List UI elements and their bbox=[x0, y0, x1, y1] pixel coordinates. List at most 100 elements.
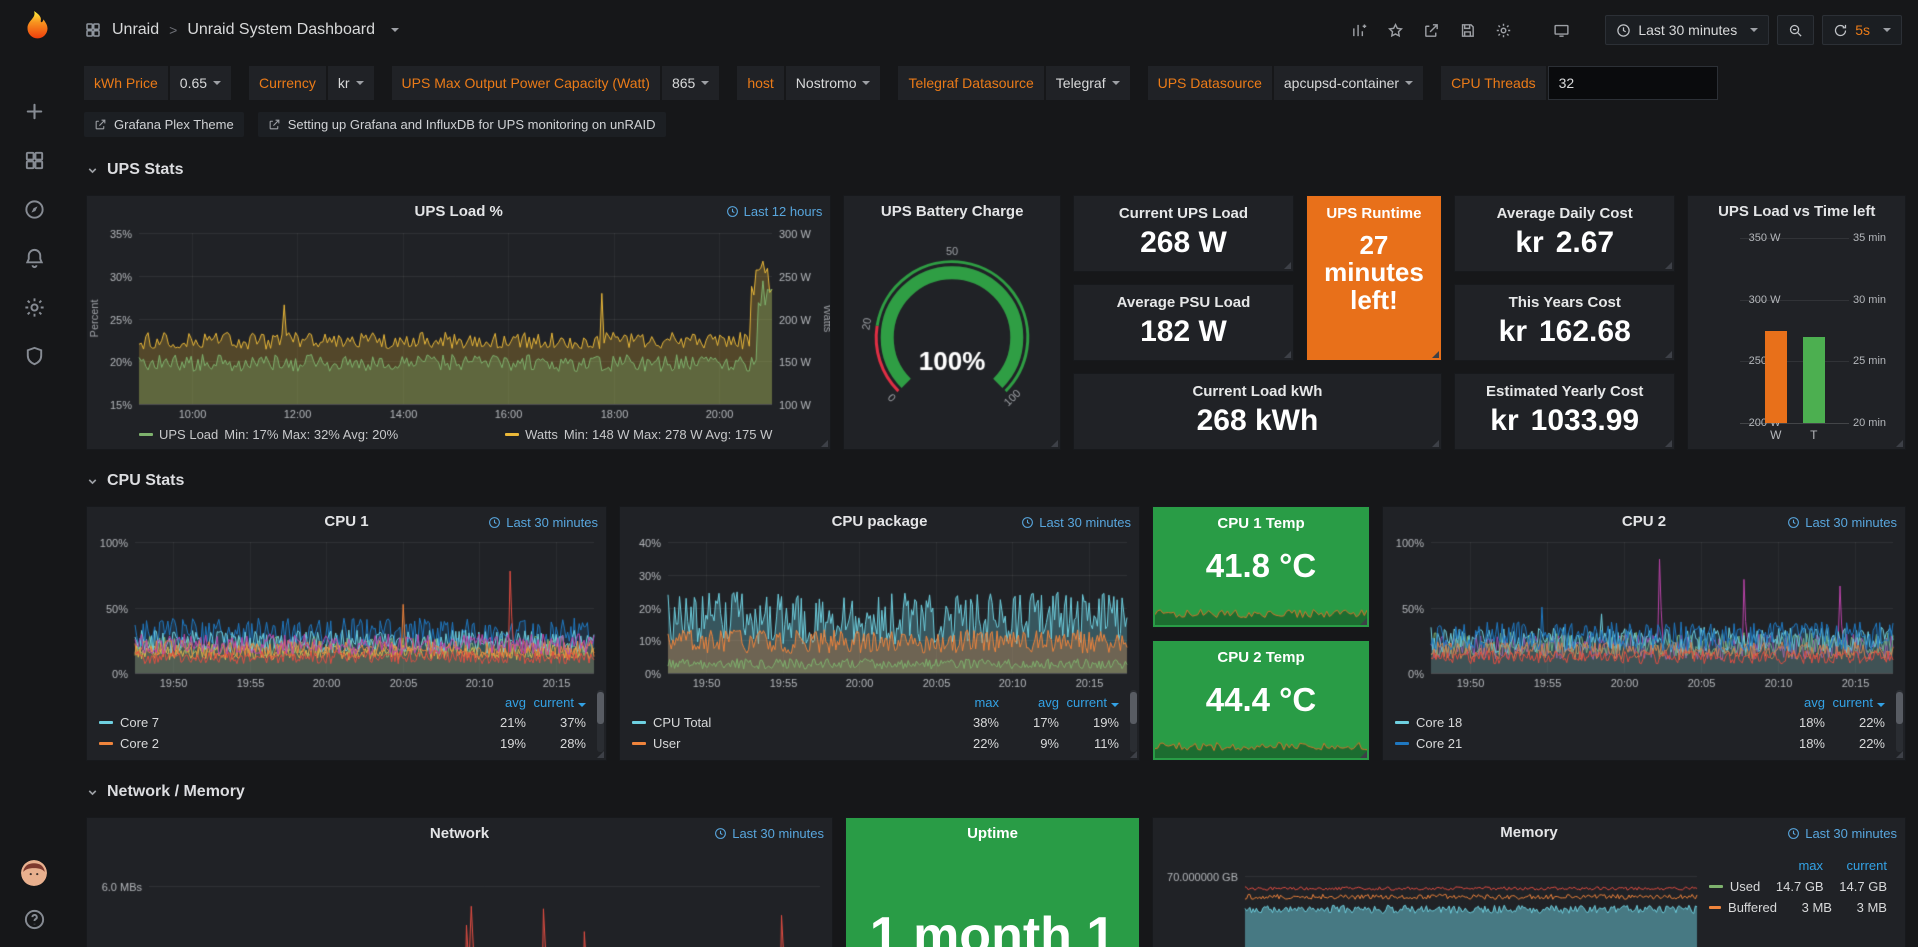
panel-cpu-package: CPU package Last 30 minutes max avg curren… bbox=[619, 506, 1140, 761]
var-ups-datasource: UPS Datasource apcupsd-container bbox=[1147, 66, 1424, 100]
save-button[interactable] bbox=[1453, 16, 1481, 44]
server-admin-icon[interactable] bbox=[23, 345, 46, 368]
legend-row: Buffered 3 MB 3 MB bbox=[1709, 897, 1887, 918]
clock-icon bbox=[726, 206, 738, 217]
bar-plot[interactable]: W T bbox=[1740, 238, 1849, 442]
var-kwh-price: kWh Price 0.65 bbox=[84, 66, 232, 100]
section-header-ups-stats[interactable]: UPS Stats bbox=[86, 153, 1906, 187]
section-header-network-memory[interactable]: Network / Memory bbox=[86, 775, 1906, 809]
clock-icon bbox=[1788, 828, 1800, 839]
cpu2-temp-sparkline bbox=[1155, 734, 1367, 758]
panel-average-psu-load: Average PSU Load 182 W bbox=[1072, 284, 1294, 361]
legend: avg current Core 7 21% 37% Core 2 19% 28% bbox=[87, 692, 606, 760]
var-ups-max-output: UPS Max Output Power Capacity (Watt) 865 bbox=[391, 66, 720, 100]
cycle-view-button[interactable] bbox=[1547, 16, 1575, 44]
cpu-package-chart[interactable] bbox=[620, 535, 1139, 692]
bar-yaxis-right: 35 min 30 min 25 min 20 min bbox=[1853, 232, 1887, 429]
panel-ups-runtime: UPS Runtime 27 minutes left! bbox=[1305, 195, 1442, 361]
var-cpu-threads: CPU Threads bbox=[1441, 66, 1718, 100]
legend-row: Used 14.7 GB 14.7 GB bbox=[1709, 876, 1887, 897]
dashboard-link-plex-theme[interactable]: Grafana Plex Theme bbox=[84, 112, 244, 137]
panel-ups-load-percent: UPS Load % Last 12 hours UPS Load Min: 17… bbox=[86, 195, 832, 450]
panel-current-load-kwh: Current Load kWh 268 kWh bbox=[1072, 373, 1442, 450]
cpu-threads-input[interactable] bbox=[1547, 66, 1718, 100]
panel-cpu-2: CPU 2 Last 30 minutes avg current Core 18… bbox=[1382, 506, 1906, 761]
title-caret-icon[interactable] bbox=[390, 28, 399, 32]
chevron-down-icon bbox=[88, 167, 97, 173]
legend-scrollbar[interactable] bbox=[597, 690, 604, 752]
legend-scrollbar[interactable] bbox=[1130, 690, 1137, 752]
clock-icon bbox=[715, 828, 727, 839]
panel-uptime: Uptime 1 month 1 bbox=[845, 817, 1140, 947]
time-range-picker[interactable]: Last 30 minutes bbox=[1605, 15, 1770, 45]
panel-network: Network Last 30 minutes bbox=[86, 817, 833, 947]
time-badge: Last 30 minutes bbox=[1787, 826, 1897, 841]
cpu-temps-column: CPU 1 Temp 41.8 °C CPU 2 Temp 44.4 °C bbox=[1152, 506, 1370, 761]
zoom-out-icon bbox=[1790, 24, 1802, 37]
var-telegraf-datasource: Telegraf Datasource Telegraf bbox=[898, 66, 1130, 100]
zoom-out-button[interactable] bbox=[1777, 15, 1815, 45]
breadcrumb-app[interactable]: Unraid bbox=[112, 21, 160, 38]
clock-icon bbox=[1617, 23, 1631, 37]
battery-gauge[interactable] bbox=[844, 226, 1061, 449]
add-panel-button[interactable] bbox=[1345, 16, 1373, 44]
cpu1-chart[interactable] bbox=[87, 535, 606, 692]
settings-button[interactable] bbox=[1489, 16, 1517, 44]
clock-icon bbox=[1022, 517, 1034, 528]
star-button[interactable] bbox=[1381, 16, 1409, 44]
ups-stat-cluster: Current UPS Load 268 W UPS Runtime 27 mi… bbox=[1072, 195, 1442, 450]
refresh-caret-icon bbox=[1883, 28, 1891, 32]
cpu1-temp-sparkline bbox=[1155, 600, 1367, 625]
help-icon[interactable] bbox=[23, 908, 46, 931]
cost-stat-cluster: Average Daily Cost kr 2.67 This Years Cos… bbox=[1453, 195, 1676, 450]
network-memory-row: Network Last 30 minutes Uptime 1 month 1 bbox=[86, 817, 1906, 947]
clock-icon bbox=[1788, 517, 1800, 528]
template-variables-row: kWh Price 0.65 Currency kr UPS Max Outpu… bbox=[68, 60, 1918, 104]
legend-scrollbar[interactable] bbox=[1896, 690, 1903, 752]
explore-icon[interactable] bbox=[23, 198, 46, 221]
panel-current-ups-load: Current UPS Load 268 W bbox=[1072, 195, 1294, 272]
refresh-picker[interactable]: 5s bbox=[1822, 15, 1902, 45]
create-icon[interactable] bbox=[23, 100, 46, 123]
bar-watts: W bbox=[1764, 238, 1787, 442]
grafana-logo-icon[interactable] bbox=[14, 8, 54, 48]
sidebar-bottom bbox=[21, 860, 47, 931]
dashboards-icon[interactable] bbox=[23, 149, 46, 172]
legend: UPS Load Min: 17% Max: 32% Avg: 20% Watts… bbox=[87, 423, 830, 449]
time-badge: Last 30 minutes bbox=[488, 515, 598, 530]
cpu2-chart[interactable] bbox=[1383, 535, 1905, 692]
panel-estimated-yearly-cost: Estimated Yearly Cost kr 1033.99 bbox=[1453, 373, 1676, 450]
ups-stats-row: UPS Load % Last 12 hours UPS Load Min: 17… bbox=[86, 195, 1906, 450]
network-chart[interactable] bbox=[87, 848, 832, 947]
memory-chart[interactable] bbox=[1153, 847, 1705, 947]
top-navbar: Unraid > Unraid System Dashboard Last 30… bbox=[68, 0, 1918, 60]
clock-icon bbox=[489, 517, 501, 528]
legend-row: Core 18 18% 22% bbox=[1395, 712, 1885, 733]
legend-row: Core 21 18% 22% bbox=[1395, 733, 1885, 754]
navbar-actions: Last 30 minutes 5s bbox=[1345, 15, 1902, 45]
alerting-icon[interactable] bbox=[23, 247, 46, 270]
breadcrumb-separator: > bbox=[169, 22, 178, 38]
ups-load-chart[interactable] bbox=[87, 226, 830, 423]
time-badge: Last 30 minutes bbox=[714, 826, 824, 841]
bar-time-left: T bbox=[1802, 238, 1825, 442]
legend-row: Core 7 21% 37% bbox=[99, 712, 586, 733]
legend-row: Core 2 19% 28% bbox=[99, 733, 586, 754]
configuration-icon[interactable] bbox=[23, 296, 46, 319]
dashboard-link-ups-guide[interactable]: Setting up Grafana and InfluxDB for UPS … bbox=[257, 112, 666, 137]
legend: max current Used 14.7 GB 14.7 GB Buffered 3 … bbox=[1705, 848, 1905, 947]
apps-grid-icon[interactable] bbox=[84, 21, 102, 39]
user-avatar[interactable] bbox=[21, 860, 47, 886]
share-button[interactable] bbox=[1417, 16, 1445, 44]
panel-ups-battery-charge: UPS Battery Charge bbox=[843, 195, 1061, 450]
panel-cpu1-temp: CPU 1 Temp 41.8 °C bbox=[1152, 506, 1370, 628]
dashboard-title[interactable]: Unraid System Dashboard bbox=[187, 21, 375, 38]
panel-cpu2-temp: CPU 2 Temp 44.4 °C bbox=[1152, 639, 1370, 761]
external-link-icon bbox=[269, 119, 280, 130]
time-badge: Last 30 minutes bbox=[1787, 515, 1897, 530]
time-badge: Last 30 minutes bbox=[1021, 515, 1131, 530]
section-header-cpu-stats[interactable]: CPU Stats bbox=[86, 464, 1906, 498]
